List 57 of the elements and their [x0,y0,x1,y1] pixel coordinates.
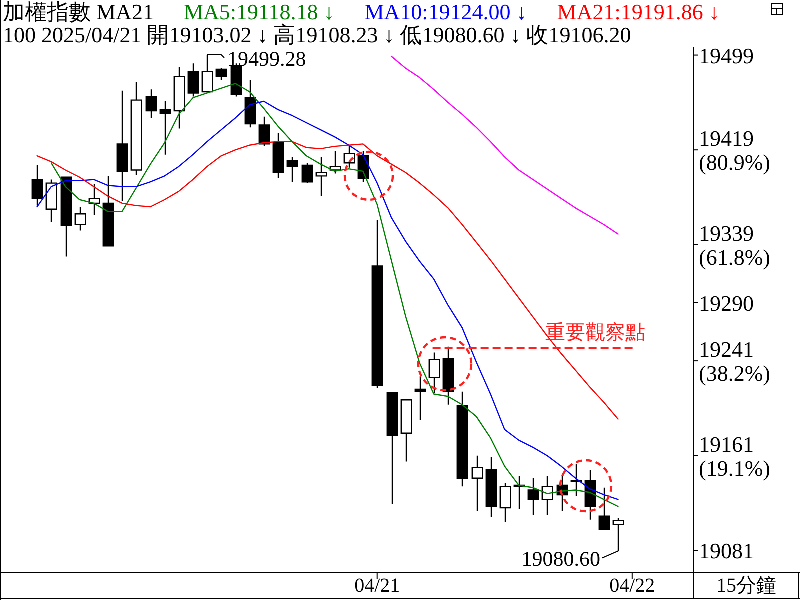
candlestick [584,469,596,520]
chart-title: 加權指數 MA21 [3,0,154,24]
candlestick [188,62,200,98]
annotation: 19080.60 [522,547,600,572]
candlestick [428,352,440,394]
chart-subtitle: 100 2025/04/21 開19103.02 ↓ 高19108.23 ↓ 低19080.60 ↓ 收19106.20 [3,22,632,48]
annotation: 19499.28 [228,46,306,71]
candlestick [32,164,44,206]
reference-line: 重要觀察點 [432,322,646,350]
y-tick-label: 19241 (38.2%) [699,336,770,386]
y-tick-label: 19081 [699,538,754,564]
candlestick [542,475,554,516]
candlestick [272,132,284,180]
candlestick [456,391,468,488]
candlestick [302,162,314,184]
candlestick [414,376,426,421]
text: MA21:19191.86 ↓ [557,0,720,24]
text: MA10:19124.00 ↓ [364,0,528,24]
x-tick-label: 04/22 [610,575,656,597]
candlestick [598,487,610,530]
candlestick [74,206,86,232]
x-tick-label: 04/21 [354,575,400,597]
candlestick [528,478,540,516]
candlestick [60,176,72,258]
candlestick [472,455,484,512]
candlestick [88,184,100,216]
candlestick [612,518,624,552]
candlestick [500,482,512,523]
candlestick [216,68,228,81]
candlestick [400,400,412,462]
candlestick [244,80,256,128]
candlestick [46,179,58,223]
y-tick-label: 19339 (61.8%) [699,220,770,270]
candlestick [258,116,270,148]
candlestick [286,156,298,183]
candlestick [372,219,384,389]
candlestick [486,456,498,518]
candlestick [316,156,328,197]
y-tick-label: 19419 (80.9%) [699,126,770,175]
candlestick [116,90,128,202]
candlestick [174,66,186,130]
candlestick [442,346,454,406]
candlestick [102,176,114,247]
candlestick [386,392,398,506]
candlestick [570,464,582,497]
y-tick-label: 19161 (19.1%) [699,431,770,480]
x-axis-title: 15分鐘 [716,575,776,597]
candlestick [202,54,214,94]
candlestick [160,100,172,156]
ref-line-label: 重要觀察點 [545,322,646,344]
y-tick-label: 19499 [699,42,754,68]
candlestick [330,150,342,174]
text: MA5:19118.18 ↓ [184,0,335,24]
candlestick [130,82,142,176]
y-tick-label: 19290 [699,290,754,316]
line-series [390,56,619,235]
candlestick [146,89,158,119]
